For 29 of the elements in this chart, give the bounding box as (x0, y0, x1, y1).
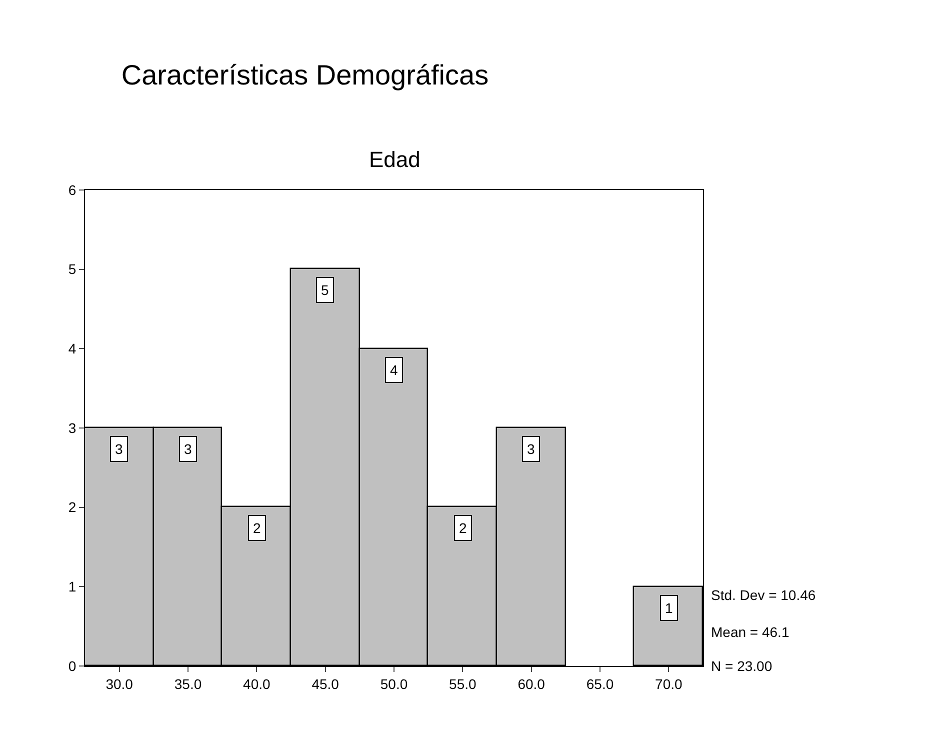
x-tick-label: 70.0 (655, 676, 683, 692)
x-tick-label: 45.0 (312, 676, 340, 692)
data-label: 3 (527, 441, 535, 457)
data-label: 5 (321, 282, 329, 298)
x-tick-label: 60.0 (518, 676, 546, 692)
data-label: 3 (115, 441, 123, 457)
text: Std. Dev = 10.46 (711, 587, 816, 603)
x-tick-label: 40.0 (243, 676, 271, 692)
data-label: 2 (253, 520, 261, 536)
x-tick-label: 50.0 (380, 676, 408, 692)
data-label: 4 (390, 362, 398, 378)
chart-subtitle: Edad (369, 147, 420, 172)
x-tick-label: 35.0 (174, 676, 202, 692)
y-tick-label: 3 (68, 420, 76, 436)
x-tick-label: 65.0 (586, 676, 614, 692)
chart-title: Características Demográficas (121, 60, 489, 91)
y-tick-label: 4 (68, 340, 76, 357)
y-tick-label: 5 (68, 261, 76, 278)
y-tick-label: 2 (68, 499, 76, 516)
text: Mean = 46.1 (711, 624, 790, 640)
x-tick-label: 55.0 (449, 676, 477, 692)
text: N = 23.00 (711, 658, 772, 674)
y-tick-label: 6 (68, 182, 76, 198)
y-tick-label: 0 (68, 658, 76, 674)
x-tick-label: 30.0 (106, 676, 134, 692)
data-label: 3 (184, 441, 192, 457)
data-label: 1 (665, 600, 673, 616)
y-tick-label: 1 (68, 578, 76, 595)
data-label: 2 (459, 520, 467, 536)
